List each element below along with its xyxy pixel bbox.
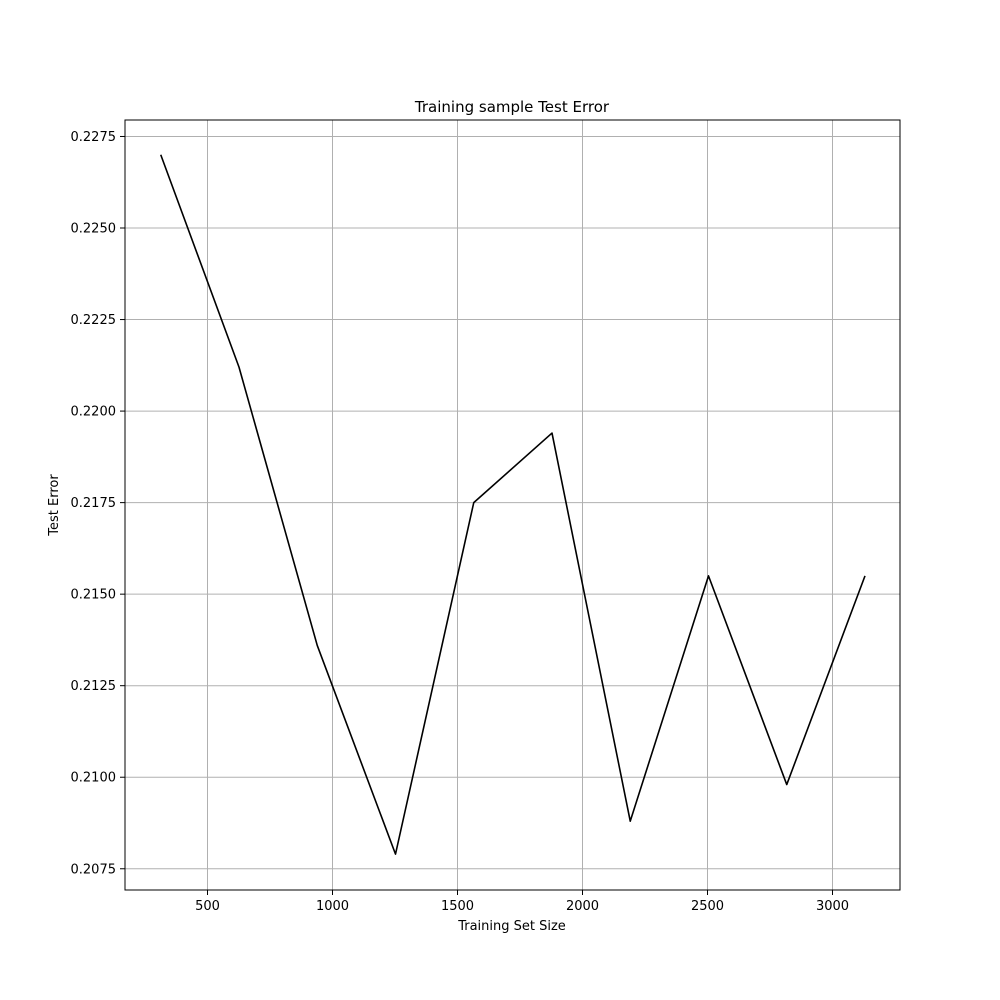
- y-tick-label: 0.2100: [71, 771, 117, 786]
- plot-frame: [124, 119, 901, 891]
- y-tick-label: 0.2250: [71, 222, 117, 237]
- y-axis-label: Test Error: [47, 474, 62, 537]
- y-tick-label: 0.2125: [71, 679, 117, 694]
- x-tick-label: 2000: [566, 899, 599, 914]
- x-tick-label: 1000: [316, 899, 349, 914]
- x-tick-label: 3000: [816, 899, 849, 914]
- y-tick-label: 0.2275: [71, 130, 117, 145]
- y-tick-label: 0.2075: [71, 862, 117, 877]
- x-tick-label: 1500: [441, 899, 474, 914]
- x-tick-label: 2500: [691, 899, 724, 914]
- y-tick-label: 0.2175: [71, 496, 117, 511]
- y-tick-label: 0.2200: [71, 405, 117, 420]
- grid-layer: [125, 120, 900, 890]
- tick-layer: 500 1000 1500 2000 2500 3000 0.2075 0.2100 0.212…: [71, 130, 850, 914]
- y-tick-label: 0.2150: [71, 588, 117, 603]
- x-axis-label: Training Set Size: [457, 919, 566, 934]
- x-tick-label: 500: [195, 899, 220, 914]
- chart-title: Training sample Test Error: [414, 98, 610, 116]
- series-line: [159, 154, 866, 855]
- y-tick-label: 0.2225: [71, 313, 117, 328]
- series-layer: [159, 154, 866, 855]
